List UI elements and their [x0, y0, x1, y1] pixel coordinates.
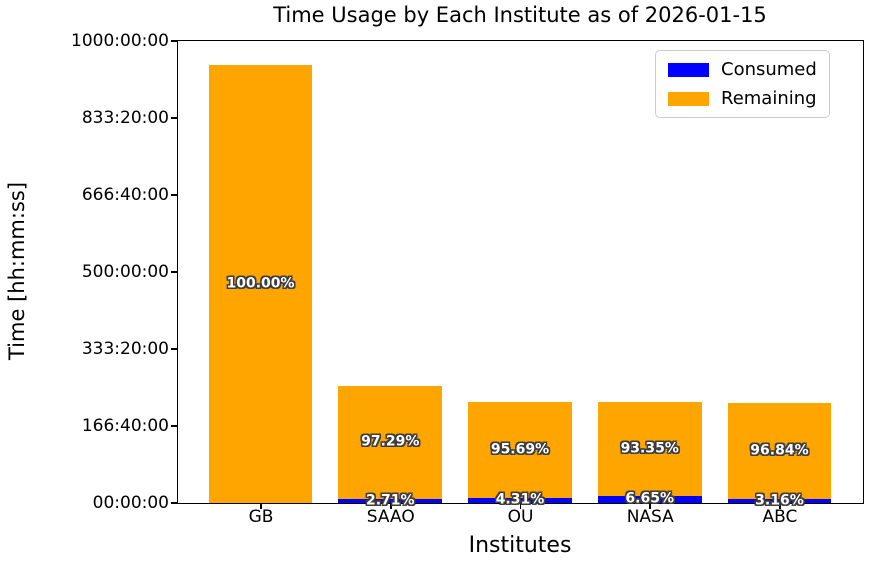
y-tick-mark [171, 425, 177, 427]
bar-gb: 100.00% [208, 65, 313, 503]
y-tick-label: 333:20:00 [81, 339, 169, 359]
bar-label-consumed-saao: 2.71% [365, 492, 415, 509]
bar-segment-remaining-nasa [597, 402, 702, 496]
bar-label-consumed-ou: 4.31% [495, 491, 545, 508]
bar-segment-consumed-abc [727, 499, 832, 503]
x-tick-label-abc: ABC [762, 507, 798, 527]
bar-segment-remaining-abc [727, 403, 832, 500]
y-tick-label: 833:20:00 [81, 108, 169, 128]
y-tick-mark [171, 194, 177, 196]
y-tick-mark [171, 348, 177, 350]
legend-label-remaining: Remaining [721, 88, 817, 109]
y-tick-mark [171, 502, 177, 504]
x-axis-label: Institutes [468, 533, 572, 558]
legend-swatch-remaining [668, 91, 709, 106]
bar-label-remaining-ou: 95.69% [490, 441, 550, 458]
legend-swatch-consumed [668, 62, 709, 77]
legend-label-consumed: Consumed [721, 59, 817, 80]
x-tick-mark [519, 503, 522, 509]
bar-segment-remaining-saao [338, 385, 443, 500]
bar-nasa: 6.65% 93.35% [597, 402, 702, 507]
bar-abc: 3.16% 96.84% [727, 403, 832, 508]
legend-row-remaining: Remaining [668, 88, 817, 109]
y-tick-mark [171, 271, 177, 273]
y-tick-label: 166:40:00 [81, 416, 169, 436]
bar-label-remaining-gb: 100.00% [226, 275, 295, 292]
bar-label-consumed-nasa: 6.65% [625, 490, 675, 507]
x-tick-mark [390, 503, 392, 509]
legend-row-consumed: Consumed [668, 59, 817, 80]
bar-segment-consumed-saao [338, 499, 443, 503]
x-tick-mark [649, 503, 651, 509]
x-tick-label-gb: GB [248, 507, 274, 527]
chart-title: Time Usage by Each Institute as of 2026-… [273, 3, 767, 27]
y-tick-mark [171, 40, 177, 42]
legend: Consumed Remaining [655, 50, 830, 118]
bar-segment-consumed-ou [468, 498, 572, 503]
y-tick-label: 1000:00:00 [71, 31, 169, 51]
x-tick-label-nasa: NASA [626, 507, 674, 527]
bar-label-remaining-saao: 97.29% [361, 433, 420, 450]
y-tick-label: 666:40:00 [81, 185, 169, 205]
y-tick-label: 500:00:00 [81, 262, 169, 282]
y-tick-mark [171, 117, 177, 119]
bar-label-remaining-nasa: 93.35% [620, 440, 679, 457]
x-tick-label-saao: SAAO [366, 507, 415, 527]
bar-segment-remaining-gb [208, 65, 313, 503]
bar-saao: 2.71% 97.29% [338, 385, 443, 508]
y-tick-label: 00:00:00 [92, 493, 169, 513]
bar-segment-remaining-ou [468, 402, 572, 499]
bar-segment-consumed-nasa [597, 495, 702, 503]
bar-label-consumed-abc: 3.16% [755, 492, 804, 509]
x-tick-label-ou: OU [507, 507, 534, 527]
x-tick-mark [260, 503, 262, 509]
x-tick-mark [779, 503, 781, 509]
bar-ou: 4.31% 95.69% [468, 402, 572, 508]
bar-label-remaining-abc: 96.84% [750, 442, 809, 459]
